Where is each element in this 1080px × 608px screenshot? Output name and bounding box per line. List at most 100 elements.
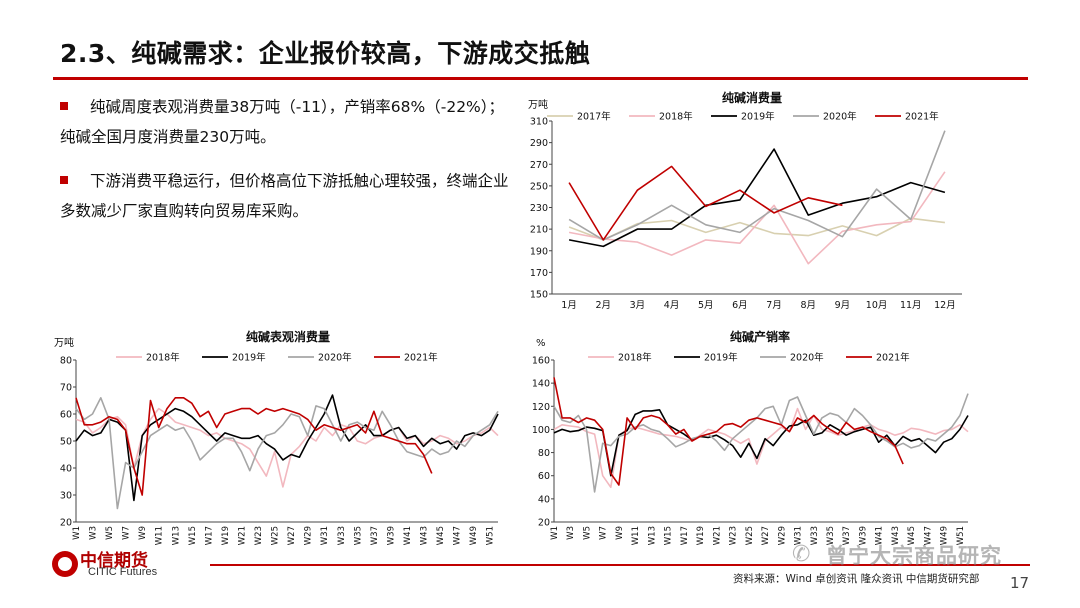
x-tick-label: W7 bbox=[599, 526, 609, 540]
x-tick-label: W7 bbox=[122, 526, 132, 540]
y-axis-unit-label: % bbox=[536, 338, 546, 349]
x-tick-label: W51 bbox=[486, 526, 496, 545]
x-tick-label: W39 bbox=[386, 526, 396, 545]
x-tick-label: W9 bbox=[138, 526, 148, 540]
x-tick-label: W33 bbox=[337, 526, 347, 545]
x-tick-label: W41 bbox=[875, 526, 885, 545]
bullet-square-icon bbox=[60, 102, 68, 110]
source-note: 资料来源：Wind 卓创资讯 隆众资讯 中信期货研究部 bbox=[733, 573, 980, 585]
chart-title: 纯碱产销率 bbox=[730, 329, 790, 344]
x-tick-label: W3 bbox=[89, 526, 99, 540]
bullet-item: 纯碱周度表观消费量38万吨（-11），产销率68%（-22%）；纯碱全国月度消费… bbox=[60, 92, 516, 152]
x-tick-label: W23 bbox=[254, 526, 264, 545]
chart-title: 纯碱消费量 bbox=[722, 90, 782, 105]
x-tick-label: W37 bbox=[842, 526, 852, 545]
x-tick-label: 9月 bbox=[835, 300, 851, 311]
legend-label: 2020年 bbox=[823, 111, 857, 123]
y-tick-label: 310 bbox=[530, 117, 548, 128]
bullet-text: 纯碱周度表观消费量38万吨（-11），产销率68%（-22%）；纯碱全国月度消费… bbox=[60, 98, 505, 146]
x-tick-label: W49 bbox=[940, 526, 950, 545]
y-tick-label: 20 bbox=[538, 518, 550, 529]
series-line bbox=[568, 130, 946, 241]
logo-english: CITIC Futures bbox=[88, 566, 158, 578]
x-tick-label: 5月 bbox=[698, 300, 714, 311]
y-tick-label: 80 bbox=[538, 448, 550, 459]
y-tick-label: 20 bbox=[60, 518, 72, 529]
logo-chinese: 中信期货 bbox=[80, 551, 148, 571]
y-tick-label: 60 bbox=[538, 471, 550, 482]
y-tick-label: 170 bbox=[530, 268, 548, 279]
monthly-consumption-chart: 纯碱消费量 万吨 150 170 190 210 230 250 270 290 310 1月 2月 3月… bbox=[522, 88, 972, 318]
x-tick-label: W9 bbox=[615, 526, 625, 540]
x-tick-label: W1 bbox=[550, 526, 560, 540]
x-tick-label: 12月 bbox=[934, 300, 956, 311]
y-axis-unit-label: 万吨 bbox=[54, 336, 74, 349]
wechat-icon: ✆ bbox=[792, 542, 811, 567]
legend-label: 2019年 bbox=[232, 352, 266, 364]
x-tick-label: W35 bbox=[826, 526, 836, 545]
x-tick-label: 8月 bbox=[800, 300, 816, 311]
y-tick-label: 230 bbox=[530, 203, 548, 214]
x-tick-label: W29 bbox=[777, 526, 787, 545]
x-tick-label: W3 bbox=[566, 526, 576, 540]
legend-label: 2017年 bbox=[577, 111, 611, 123]
y-tick-label: 80 bbox=[60, 356, 72, 367]
series-line bbox=[553, 377, 904, 486]
y-tick-label: 140 bbox=[532, 379, 550, 390]
legend-label: 2018年 bbox=[146, 352, 180, 364]
y-tick-label: 160 bbox=[532, 356, 550, 367]
x-tick-label: W1 bbox=[72, 526, 82, 540]
footer-divider bbox=[210, 564, 1030, 566]
x-tick-label: W31 bbox=[794, 526, 804, 545]
watermark: 曾宁大宗商品研究 bbox=[826, 544, 1002, 568]
y-tick-label: 70 bbox=[60, 383, 72, 394]
x-tick-label: W23 bbox=[729, 526, 739, 545]
x-tick-label: W43 bbox=[891, 526, 901, 545]
x-tick-label: W13 bbox=[647, 526, 657, 545]
bullet-list: 纯碱周度表观消费量38万吨（-11），产销率68%（-22%）；纯碱全国月度消费… bbox=[60, 92, 516, 240]
x-tick-label: W51 bbox=[956, 526, 966, 545]
legend-label: 2019年 bbox=[704, 352, 738, 364]
x-tick-label: W27 bbox=[761, 526, 771, 545]
x-tick-label: W21 bbox=[712, 526, 722, 545]
x-tick-label: W11 bbox=[155, 526, 165, 545]
y-tick-label: 210 bbox=[530, 225, 548, 236]
x-tick-label: W49 bbox=[469, 526, 479, 545]
y-tick-label: 120 bbox=[532, 402, 550, 413]
series-line bbox=[568, 165, 843, 241]
x-tick-label: W47 bbox=[453, 526, 463, 545]
legend-label: 2021年 bbox=[404, 352, 438, 364]
series-line bbox=[553, 393, 969, 493]
production-sales-ratio-chart: 纯碱产销率% 20 40 60 80 100 120 140 160 W1 W3 W5 W7 W9 W11 W… bbox=[520, 328, 980, 553]
x-tick-label: W35 bbox=[353, 526, 363, 545]
weekly-apparent-consumption-svg: 纯碱表观消费量 万吨 20 30 40 50 60 70 80 W1 W3 W5 W7 W9 W11 W13 W… bbox=[54, 329, 499, 545]
legend-label: 2020年 bbox=[790, 352, 824, 364]
y-tick-label: 30 bbox=[60, 491, 72, 502]
y-tick-label: 290 bbox=[530, 138, 548, 149]
x-tick-label: W19 bbox=[221, 526, 231, 545]
legend-label: 2018年 bbox=[618, 352, 652, 364]
x-tick-label: 11月 bbox=[900, 300, 922, 311]
x-tick-label: W25 bbox=[745, 526, 755, 545]
series-line bbox=[568, 148, 946, 248]
y-tick-label: 270 bbox=[530, 160, 548, 171]
x-tick-label: 7月 bbox=[766, 300, 782, 311]
x-tick-label: W15 bbox=[188, 526, 198, 545]
legend-label: 2021年 bbox=[876, 352, 910, 364]
x-tick-label: W5 bbox=[582, 526, 592, 540]
x-tick-label: 10月 bbox=[866, 300, 888, 311]
y-tick-label: 250 bbox=[530, 181, 548, 192]
x-tick-label: W39 bbox=[858, 526, 868, 545]
bullet-square-icon bbox=[60, 176, 68, 184]
chart-title: 纯碱表观消费量 bbox=[246, 329, 330, 344]
y-axis-unit-label: 万吨 bbox=[528, 98, 548, 111]
x-tick-label: W43 bbox=[420, 526, 430, 545]
x-tick-label: W37 bbox=[370, 526, 380, 545]
y-tick-label: 50 bbox=[60, 437, 72, 448]
series-line bbox=[568, 217, 946, 241]
x-tick-label: 3月 bbox=[630, 300, 646, 311]
series-line bbox=[75, 394, 499, 502]
x-tick-label: 2月 bbox=[595, 300, 611, 311]
x-tick-label: W19 bbox=[696, 526, 706, 545]
